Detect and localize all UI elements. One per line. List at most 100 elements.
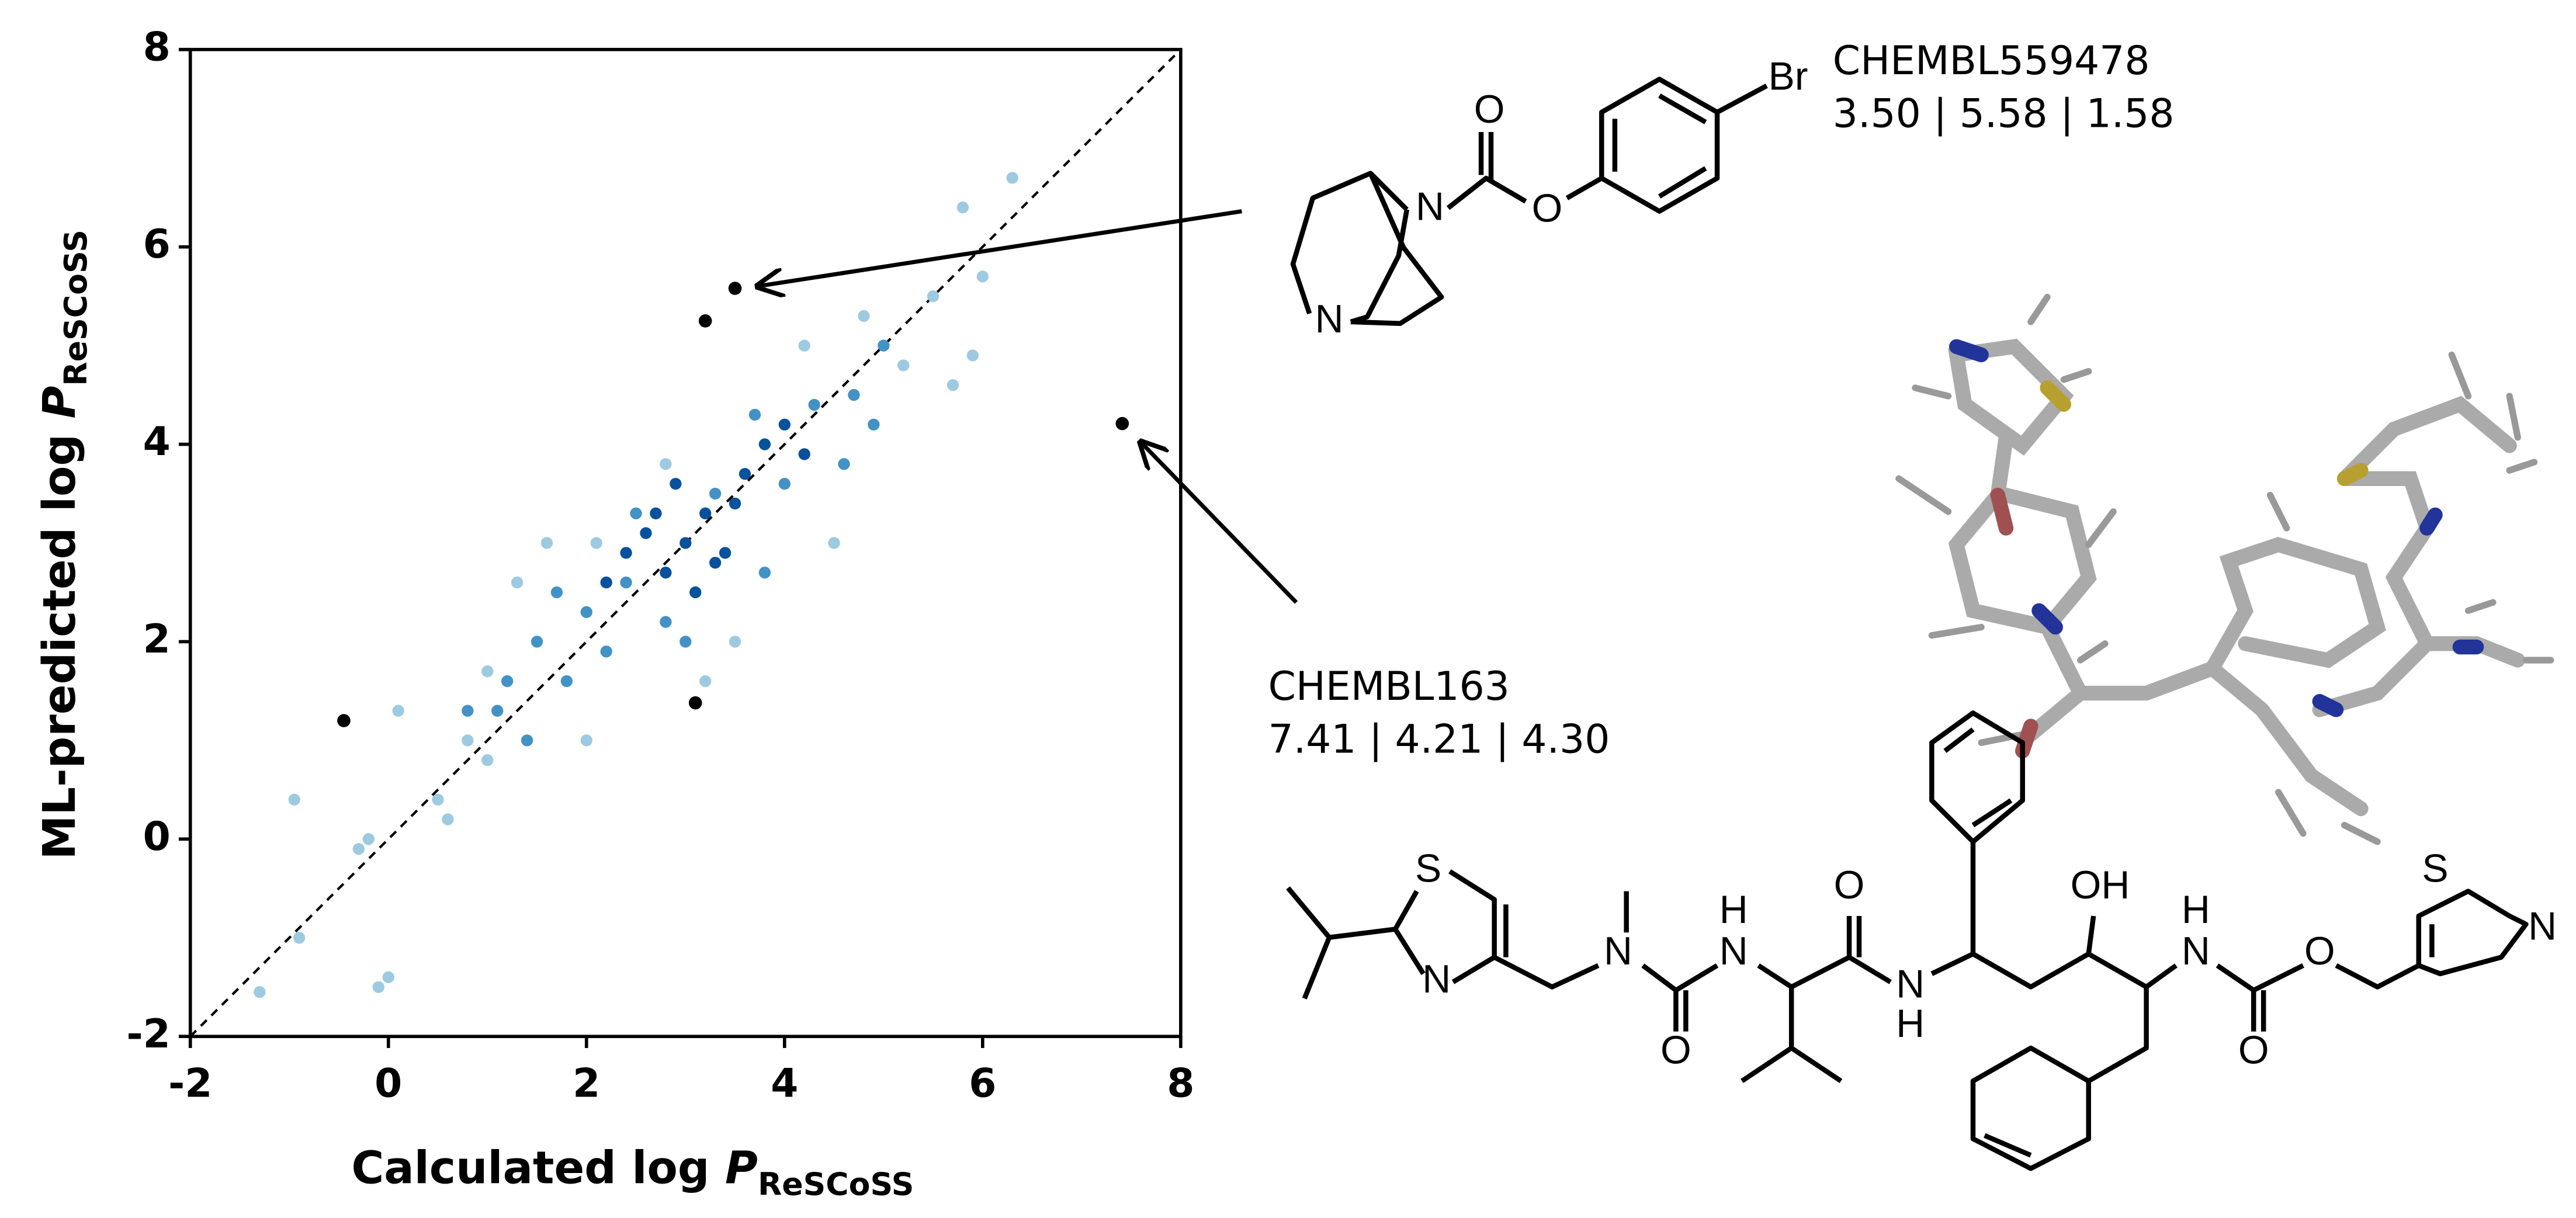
- atom-label: H: [2182, 888, 2210, 932]
- annotation-name: CHEMBL163: [1268, 663, 1510, 709]
- point: [620, 576, 632, 589]
- point: [511, 576, 523, 589]
- atom-label: O: [2304, 929, 2335, 973]
- molecule-1: Br O O N N: [1290, 55, 1808, 341]
- x-label-var: P: [725, 1142, 758, 1194]
- x-tick-label: 0: [375, 1060, 402, 1106]
- y-tick-label: 4: [143, 418, 171, 464]
- point: [288, 793, 300, 806]
- annotation-values: 3.50 | 5.58 | 1.58: [1833, 91, 2175, 137]
- point: [362, 833, 375, 845]
- atom-label: N: [1604, 929, 1632, 973]
- point: [758, 567, 771, 579]
- point: [580, 734, 592, 747]
- point: [442, 813, 454, 825]
- highlighted-point: [698, 314, 712, 328]
- point: [590, 537, 602, 549]
- point: [1006, 172, 1018, 184]
- point: [778, 418, 791, 431]
- point: [560, 675, 573, 688]
- 3d-render: [1895, 293, 2554, 845]
- highlighted-point: [728, 282, 742, 295]
- point: [808, 398, 820, 411]
- annotation-name: CHEMBL559478: [1833, 37, 2150, 84]
- point: [462, 734, 474, 747]
- point: [798, 448, 810, 460]
- y-label-text: ML-predicted log: [33, 418, 85, 859]
- x-axis-label: Calculated log PReSCoSS: [351, 1142, 914, 1203]
- point: [778, 477, 791, 490]
- point: [927, 290, 939, 303]
- point: [878, 339, 890, 352]
- y-tick-label: 8: [143, 23, 171, 70]
- highlighted-point: [688, 696, 702, 710]
- x-tick-label: 4: [771, 1060, 798, 1106]
- x-tick-label: 8: [1167, 1060, 1194, 1106]
- point: [580, 606, 592, 618]
- point: [858, 310, 870, 322]
- point: [838, 458, 850, 470]
- point: [679, 636, 692, 648]
- point: [620, 547, 632, 559]
- point: [699, 507, 712, 519]
- point: [254, 986, 266, 998]
- point: [699, 675, 712, 688]
- point: [719, 547, 731, 559]
- point: [550, 586, 563, 599]
- point: [660, 458, 672, 470]
- highlighted-point: [337, 714, 351, 727]
- point: [481, 665, 494, 678]
- annotation-arrow: [755, 209, 1242, 287]
- point: [709, 487, 722, 500]
- point: [868, 418, 880, 431]
- y-tick-label: 2: [143, 616, 171, 662]
- point: [531, 636, 543, 648]
- atom-label: O: [1834, 863, 1865, 907]
- atom-label: Br: [1769, 55, 1808, 99]
- atom-label: O: [1532, 187, 1563, 231]
- x-tick-label: 2: [573, 1060, 600, 1106]
- y-tick-label: -2: [127, 1011, 171, 1057]
- y-tick-label: 6: [143, 221, 171, 267]
- y-axis-label: ML-predicted log PReSCoSS: [33, 230, 94, 859]
- atom-label: N: [2528, 904, 2557, 948]
- atom-label: N: [1896, 962, 1925, 1006]
- y-tick-label: 0: [143, 813, 171, 859]
- atom-label: N: [1315, 297, 1344, 341]
- atom-label: N: [1719, 929, 1748, 973]
- point: [739, 468, 751, 480]
- atom-label: S: [1415, 847, 1441, 891]
- point: [521, 734, 533, 747]
- point: [630, 507, 642, 519]
- y-label-sub: ReSCoSS: [57, 230, 94, 386]
- molecule-2: S N N H N O O N H OH H N O O S N: [1286, 710, 2557, 1171]
- point: [670, 477, 682, 490]
- point: [600, 646, 612, 658]
- atom-label: N: [1416, 185, 1444, 229]
- atom-label: N: [1422, 957, 1451, 1001]
- point: [798, 339, 810, 352]
- point: [481, 754, 494, 766]
- point: [432, 793, 444, 806]
- point: [372, 981, 384, 993]
- point: [976, 270, 989, 283]
- x-label-sub: ReSCoSS: [758, 1165, 914, 1202]
- point: [660, 616, 672, 628]
- point: [956, 201, 969, 214]
- point: [293, 932, 306, 944]
- point: [491, 705, 504, 717]
- highlighted-point: [1115, 417, 1129, 431]
- point: [748, 408, 761, 421]
- atom-label: O: [1660, 1028, 1691, 1072]
- point: [640, 527, 652, 539]
- point: [897, 359, 910, 372]
- point: [848, 388, 860, 401]
- x-tick-label: 6: [969, 1060, 996, 1106]
- point: [392, 705, 404, 717]
- plot-area: -2 0 2 4 6 8 -2 0 2 4 6 8: [127, 23, 1195, 1106]
- point: [758, 438, 771, 450]
- annotation-values: 7.41 | 4.21 | 4.30: [1268, 716, 1610, 762]
- point: [462, 705, 474, 717]
